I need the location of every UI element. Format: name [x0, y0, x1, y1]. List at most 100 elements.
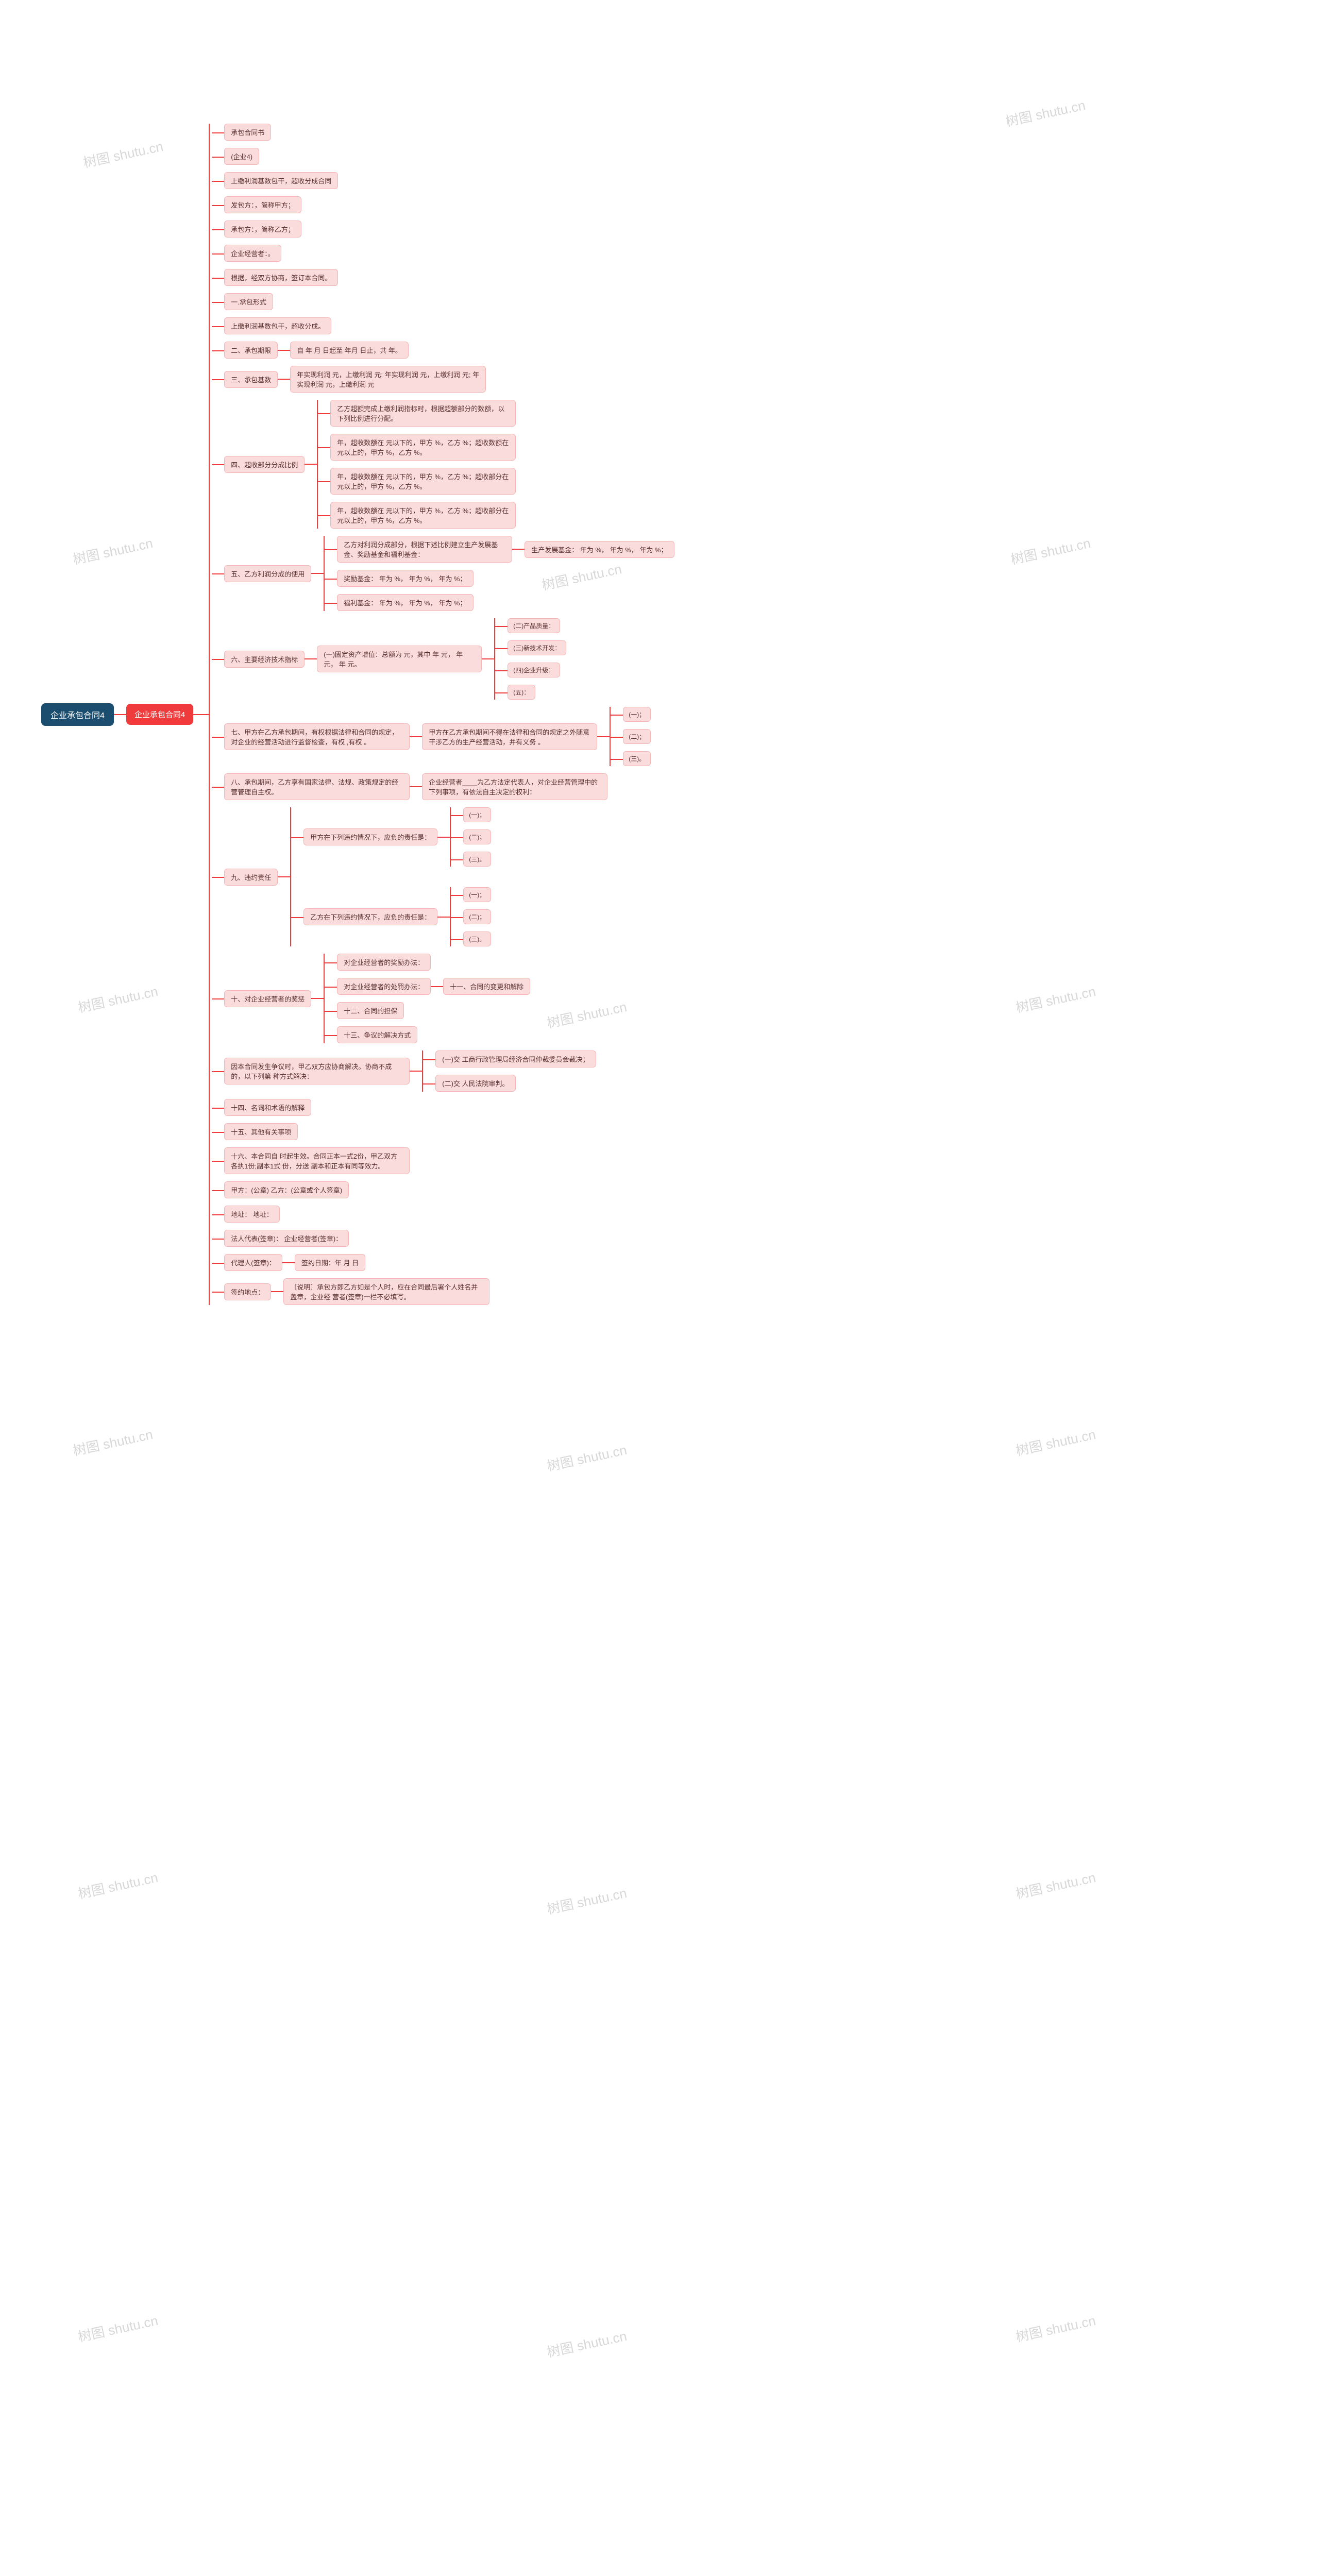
leaf-node[interactable]: 乙方超额完成上缴利润指标时，根据超额部分的数额，以下列比例进行分配。	[330, 400, 516, 427]
watermark-text: 树图 shutu.cn	[545, 2326, 629, 2361]
leaf-node[interactable]: (五)：	[508, 685, 535, 700]
connector	[431, 986, 443, 987]
connector	[410, 736, 422, 737]
leaf-node[interactable]: 福利基金： 年为 %， 年为 %， 年为 %；	[337, 594, 473, 611]
leaf-node[interactable]: (二)交 人民法院审判。	[435, 1075, 515, 1092]
leaf-node[interactable]: 签约日期：年 月 日	[295, 1254, 365, 1271]
tree-node: 承包合同书	[224, 124, 674, 141]
leaf-node[interactable]: (三)。	[623, 751, 651, 766]
child-group: 乙方对利润分成部分，根据下述比例建立生产发展基金、奖励基金和福利基金： 生产发展…	[324, 536, 674, 611]
leaf-node[interactable]: 十三、争议的解决方式	[337, 1026, 417, 1043]
leaf-node[interactable]: (一)；	[463, 807, 491, 822]
leaf-node[interactable]: (二)产品质量：	[508, 618, 560, 633]
connector	[278, 379, 290, 380]
tree-node: 十六、本合同自 时起生效。合同正本一式2份，甲乙双方各执1份;副本1式 份，分送…	[224, 1147, 674, 1174]
level2-children: 承包合同书 (企业4) 上缴利润基数包干，超收分成合同 发包方：，简称甲方； 承…	[209, 124, 674, 1305]
leaf-node[interactable]: 十六、本合同自 时起生效。合同正本一式2份，甲乙双方各执1份;副本1式 份，分送…	[224, 1147, 410, 1174]
tree-node: 十五、其他有关事项	[224, 1123, 674, 1140]
leaf-node[interactable]: 自 年 月 日起至 年月 日止，共 年。	[290, 342, 409, 359]
leaf-node[interactable]: 发包方：，简称甲方；	[224, 196, 301, 213]
leaf-node[interactable]: 四、超收部分分成比例	[224, 456, 305, 473]
tree-node: 上缴利润基数包干，超收分成合同	[224, 172, 674, 189]
tree-node: 地址： 地址：	[224, 1206, 674, 1223]
connector	[597, 736, 610, 737]
tree-node: 签约地点： 〔说明〕承包方即乙方如是个人时，应在合同最后署个人姓名并盖章，企业经…	[224, 1278, 674, 1305]
leaf-node[interactable]: (二)；	[463, 909, 491, 924]
leaf-node[interactable]: 甲方在下列违约情况下，应负的责任是：	[303, 828, 437, 845]
leaf-node[interactable]: 乙方在下列违约情况下，应负的责任是：	[303, 908, 437, 925]
leaf-node[interactable]: 年，超收数额在 元以下的，甲方 %，乙方 %；超收数额在 元以上的，甲方 %，乙…	[330, 434, 516, 461]
tree-node: 八、承包期间，乙方享有国家法律、法规、政策规定的经营管理自主权。 企业经营者__…	[224, 773, 674, 800]
leaf-node[interactable]: 对企业经营者的奖励办法：	[337, 954, 431, 971]
leaf-node[interactable]: (企业4)	[224, 148, 259, 165]
tree-node: 因本合同发生争议时，甲乙双方应协商解决。协商不成的，以下列第 种方式解决： (一…	[224, 1050, 674, 1092]
leaf-node[interactable]: (一)；	[623, 707, 651, 722]
leaf-node[interactable]: 因本合同发生争议时，甲乙双方应协商解决。协商不成的，以下列第 种方式解决：	[224, 1058, 410, 1084]
leaf-node[interactable]: 上缴利润基数包干，超收分成。	[224, 317, 331, 334]
connector	[512, 549, 525, 550]
leaf-node[interactable]: (四)企业升级：	[508, 663, 560, 677]
root-node[interactable]: 企业承包合同4	[41, 703, 114, 726]
tree-node: 发包方：，简称甲方；	[224, 196, 674, 213]
leaf-node[interactable]: 十一、合同的变更和解除	[443, 978, 530, 995]
connector	[410, 786, 422, 787]
leaf-node[interactable]: (三)新技术开发：	[508, 640, 566, 655]
tree-node: 上缴利润基数包干，超收分成。	[224, 317, 674, 334]
leaf-node[interactable]: 乙方对利润分成部分，根据下述比例建立生产发展基金、奖励基金和福利基金：	[337, 536, 512, 563]
leaf-node[interactable]: 八、承包期间，乙方享有国家法律、法规、政策规定的经营管理自主权。	[224, 773, 410, 800]
leaf-node[interactable]: 二、承包期限	[224, 342, 278, 359]
connector	[271, 1291, 283, 1292]
child-group: (一)； (二)； (三)。	[610, 707, 651, 766]
leaf-node[interactable]: 三、承包基数	[224, 371, 278, 388]
leaf-node[interactable]: (三)。	[463, 852, 491, 867]
leaf-node[interactable]: 签约地点：	[224, 1283, 271, 1300]
leaf-node[interactable]: 上缴利润基数包干，超收分成合同	[224, 172, 338, 189]
leaf-node[interactable]: 十、对企业经营者的奖惩	[224, 990, 311, 1007]
leaf-node[interactable]: 企业经营者____为乙方法定代表人，对企业经营管理中的下列事项，有依法自主决定的…	[422, 773, 607, 800]
leaf-node[interactable]: 七、甲方在乙方承包期间，有权根据法律和合同的规定，对企业的经营活动进行监督检查，…	[224, 723, 410, 750]
leaf-node[interactable]: 承包方：，简称乙方；	[224, 221, 301, 238]
leaf-node[interactable]: 五、乙方利润分成的使用	[224, 565, 311, 582]
tree-node: 九、违约责任 甲方在下列违约情况下，应负的责任是： (一)； (二)； (三)。…	[224, 807, 674, 946]
connector	[437, 837, 450, 838]
child-group: (一)交 工商行政管理局经济合同仲裁委员会裁决； (二)交 人民法院审判。	[422, 1050, 596, 1092]
leaf-node[interactable]: 十四、名词和术语的解释	[224, 1099, 311, 1116]
tree-node: 十、对企业经营者的奖惩 对企业经营者的奖励办法： 对企业经营者的处罚办法： 十一…	[224, 954, 674, 1043]
sub-node[interactable]: 企业承包合同4	[126, 704, 193, 725]
connector	[482, 658, 494, 659]
leaf-node[interactable]: (三)。	[463, 931, 491, 946]
leaf-node[interactable]: 九、违约责任	[224, 869, 278, 886]
leaf-node[interactable]: 十五、其他有关事项	[224, 1123, 298, 1140]
tree-node: 承包方：，简称乙方；	[224, 221, 674, 238]
leaf-node[interactable]: 承包合同书	[224, 124, 271, 141]
leaf-node[interactable]: (二)；	[623, 729, 651, 744]
leaf-node[interactable]: (一)；	[463, 887, 491, 902]
leaf-node[interactable]: 生产发展基金： 年为 %， 年为 %， 年为 %；	[525, 541, 674, 558]
leaf-node[interactable]: 代理人(签章)：	[224, 1254, 282, 1271]
leaf-node[interactable]: 企业经营者：。	[224, 245, 281, 262]
child-group: (一)； (二)； (三)。	[450, 807, 491, 867]
connector	[114, 714, 126, 715]
leaf-node[interactable]: (一)交 工商行政管理局经济合同仲裁委员会裁决；	[435, 1050, 596, 1067]
connector	[437, 917, 450, 918]
leaf-node[interactable]: 甲方：(公章) 乙方：(公章或个人签章)	[224, 1181, 349, 1198]
leaf-node[interactable]: 法人代表(签章)： 企业经营者(签章)：	[224, 1230, 349, 1247]
leaf-node[interactable]: 地址： 地址：	[224, 1206, 280, 1223]
leaf-node[interactable]: 〔说明〕承包方即乙方如是个人时，应在合同最后署个人姓名并盖章，企业经 营者(签章…	[283, 1278, 489, 1305]
leaf-node[interactable]: 一.承包形式	[224, 293, 273, 310]
leaf-node[interactable]: 年，超收数额在 元以下的，甲方 %，乙方 %；超收部分在 元以上的，甲方 %，乙…	[330, 502, 516, 529]
leaf-node[interactable]: 对企业经营者的处罚办法：	[337, 978, 431, 995]
leaf-node[interactable]: 十二、合同的担保	[337, 1002, 404, 1019]
leaf-node[interactable]: 六、主要经济技术指标	[224, 651, 305, 668]
leaf-node[interactable]: 奖励基金： 年为 %， 年为 %， 年为 %；	[337, 570, 473, 587]
tree-node: 二、承包期限 自 年 月 日起至 年月 日止，共 年。	[224, 342, 674, 359]
leaf-node[interactable]: (二)；	[463, 829, 491, 844]
leaf-node[interactable]: (一)固定资产增值：总额为 元，其中 年 元， 年 元， 年 元。	[317, 646, 482, 672]
leaf-node[interactable]: 年，超收数额在 元以下的，甲方 %，乙方 %；超收部分在 元以上的，甲方 %，乙…	[330, 468, 516, 495]
tree-node: 根据，经双方协商，签订本合同。	[224, 269, 674, 286]
leaf-node[interactable]: 甲方在乙方承包期间不得在法律和合同的规定之外随意干涉乙方的生产经营活动，并有义务…	[422, 723, 597, 750]
tree-node: 十四、名词和术语的解释	[224, 1099, 674, 1116]
leaf-node[interactable]: 年实现利润 元，上缴利润 元; 年实现利润 元，上缴利润 元; 年实现利润 元，…	[290, 366, 486, 393]
tree-node: 代理人(签章)： 签约日期：年 月 日	[224, 1254, 674, 1271]
leaf-node[interactable]: 根据，经双方协商，签订本合同。	[224, 269, 338, 286]
